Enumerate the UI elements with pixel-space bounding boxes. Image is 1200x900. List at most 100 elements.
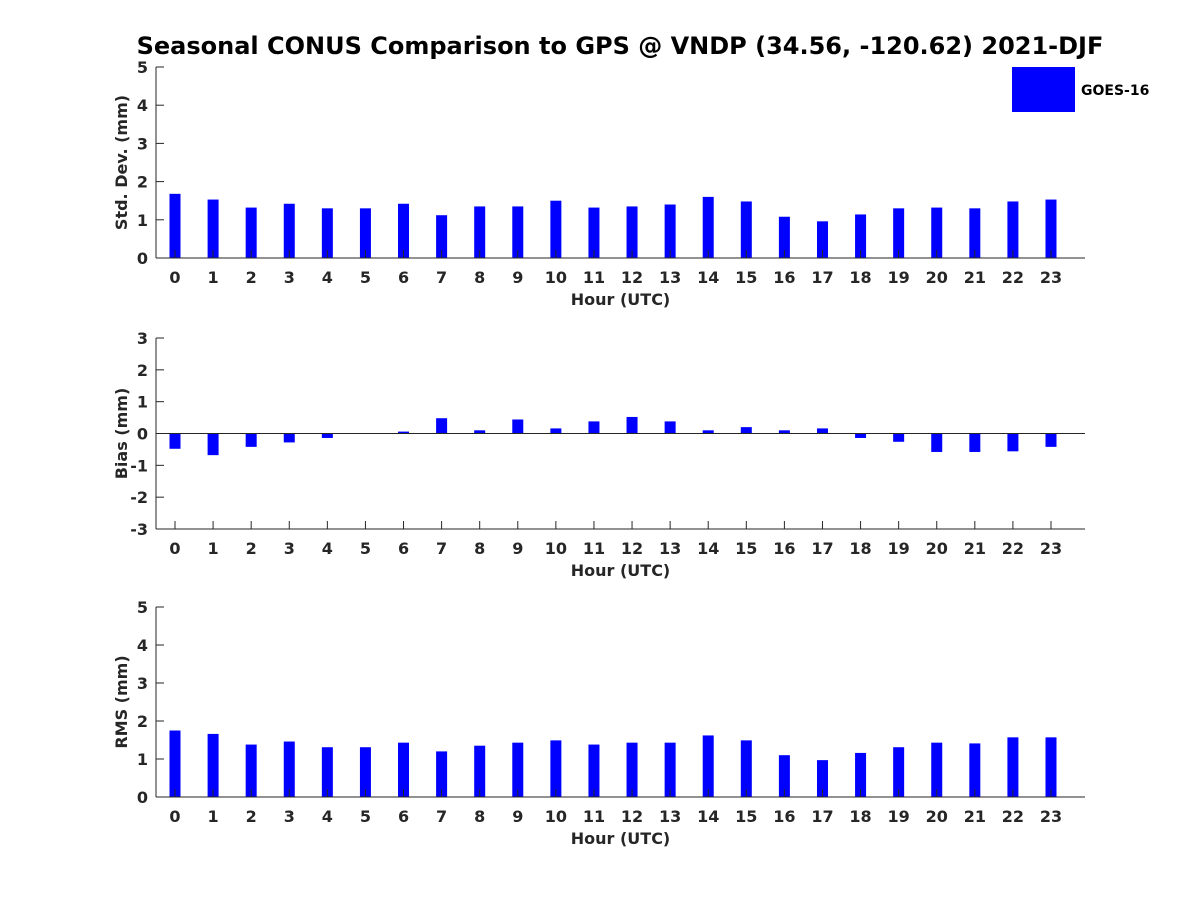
- std-dev-bar-10: [550, 200, 562, 258]
- std-dev-ytick-label: 5: [137, 58, 148, 77]
- rms-bar-11: [588, 744, 600, 797]
- bias-ytick-label: 0: [137, 425, 148, 444]
- rms-ytick-label: 3: [137, 674, 148, 693]
- bias-bar-20: [931, 433, 943, 452]
- bias-bar-16: [778, 430, 790, 434]
- bias-xtick-label: 1: [208, 539, 219, 558]
- std-dev-bar-0: [169, 193, 181, 258]
- rms-xtick-label: 8: [474, 807, 485, 826]
- std-dev-xtick-label: 9: [512, 268, 523, 287]
- std-dev-xtick-label: 20: [926, 268, 948, 287]
- std-dev-ytick-label: 4: [137, 96, 148, 115]
- std-dev-y-label: Std. Dev. (mm): [112, 95, 131, 230]
- std-dev-ytick-label: 1: [137, 211, 148, 230]
- bias-bar-14: [702, 430, 714, 434]
- bias-xtick-label: 17: [811, 539, 833, 558]
- std-dev-xtick-label: 18: [849, 268, 871, 287]
- bias-xtick-label: 20: [926, 539, 948, 558]
- bias-bar-15: [740, 427, 752, 434]
- bias-ytick-label: 3: [137, 329, 148, 348]
- rms-bar-15: [740, 740, 752, 797]
- rms-xtick-label: 14: [697, 807, 719, 826]
- legend: GOES-16: [1012, 67, 1149, 112]
- rms-bar-8: [474, 745, 486, 797]
- bias-bar-11: [588, 421, 600, 434]
- rms-bar-9: [512, 742, 524, 797]
- rms-bar-2: [245, 744, 257, 797]
- rms-xtick-label: 13: [659, 807, 681, 826]
- bias-ytick-label: -3: [130, 520, 148, 539]
- chart-title: Seasonal CONUS Comparison to GPS @ VNDP …: [137, 32, 1104, 60]
- std-dev-xtick-label: 10: [545, 268, 567, 287]
- rms-bar-4: [321, 747, 333, 797]
- std-dev-bar-21: [969, 208, 981, 258]
- bias-xtick-label: 2: [246, 539, 257, 558]
- bias-bar-17: [816, 428, 828, 434]
- legend-swatch: [1012, 67, 1075, 112]
- std-dev-xtick-label: 5: [360, 268, 371, 287]
- rms-bar-10: [550, 740, 562, 797]
- std-dev-xtick-label: 15: [735, 268, 757, 287]
- std-dev-bar-2: [245, 207, 257, 258]
- rms-xtick-label: 23: [1040, 807, 1062, 826]
- bias-bar-18: [855, 433, 867, 438]
- std-dev-xtick-label: 6: [398, 268, 409, 287]
- bias-xtick-label: 3: [284, 539, 295, 558]
- std-dev-xtick-label: 7: [436, 268, 447, 287]
- std-dev-bar-3: [283, 203, 295, 258]
- std-dev-bar-1: [207, 199, 219, 258]
- rms-xtick-label: 21: [964, 807, 986, 826]
- bias-xtick-label: 9: [512, 539, 523, 558]
- std-dev-bar-15: [740, 201, 752, 258]
- rms-bar-19: [893, 747, 905, 797]
- std-dev-bar-22: [1007, 201, 1019, 258]
- std-dev-xtick-label: 17: [811, 268, 833, 287]
- std-dev-bar-6: [398, 203, 410, 258]
- rms-xtick-label: 11: [583, 807, 605, 826]
- bias-bar-10: [550, 428, 562, 434]
- bias-xtick-label: 18: [849, 539, 871, 558]
- std-dev-xtick-label: 1: [208, 268, 219, 287]
- bias-xtick-label: 10: [545, 539, 567, 558]
- bias-xtick-label: 23: [1040, 539, 1062, 558]
- rms-xtick-label: 0: [169, 807, 180, 826]
- rms-y-label: RMS (mm): [112, 655, 131, 748]
- rms-bar-23: [1045, 737, 1057, 797]
- std-dev-bar-20: [931, 207, 943, 258]
- legend-label: GOES-16: [1081, 83, 1149, 99]
- bias-xtick-label: 11: [583, 539, 605, 558]
- bias-xtick-label: 15: [735, 539, 757, 558]
- std-dev-bar-18: [855, 214, 867, 258]
- rms-bar-21: [969, 743, 981, 797]
- bias-bar-4: [321, 433, 333, 438]
- bias-xtick-label: 5: [360, 539, 371, 558]
- bias-ytick-label: -2: [130, 488, 148, 507]
- rms-xtick-label: 17: [811, 807, 833, 826]
- rms-bar-16: [778, 755, 790, 797]
- rms-xtick-label: 12: [621, 807, 643, 826]
- rms-ytick-label: 0: [137, 788, 148, 807]
- rms-xtick-label: 5: [360, 807, 371, 826]
- rms-xtick-label: 16: [773, 807, 795, 826]
- bias-ytick-label: 1: [137, 393, 148, 412]
- std-dev-xtick-label: 21: [964, 268, 986, 287]
- rms-ytick-label: 5: [137, 598, 148, 617]
- std-dev-bar-4: [321, 208, 333, 258]
- rms-ytick-label: 2: [137, 712, 148, 731]
- bias-xtick-label: 7: [436, 539, 447, 558]
- std-dev-bar-13: [664, 204, 676, 258]
- bias-xtick-label: 0: [169, 539, 180, 558]
- rms-bar-12: [626, 742, 638, 797]
- bias-bar-12: [626, 416, 638, 434]
- bias-bar-6: [398, 431, 410, 434]
- rms-bar-13: [664, 742, 676, 797]
- bias-bar-3: [283, 433, 295, 443]
- std-dev-xtick-label: 14: [697, 268, 719, 287]
- rms-xtick-label: 7: [436, 807, 447, 826]
- rms-xtick-label: 1: [208, 807, 219, 826]
- rms-xtick-label: 19: [888, 807, 910, 826]
- std-dev-xtick-label: 12: [621, 268, 643, 287]
- rms-bar-22: [1007, 737, 1019, 797]
